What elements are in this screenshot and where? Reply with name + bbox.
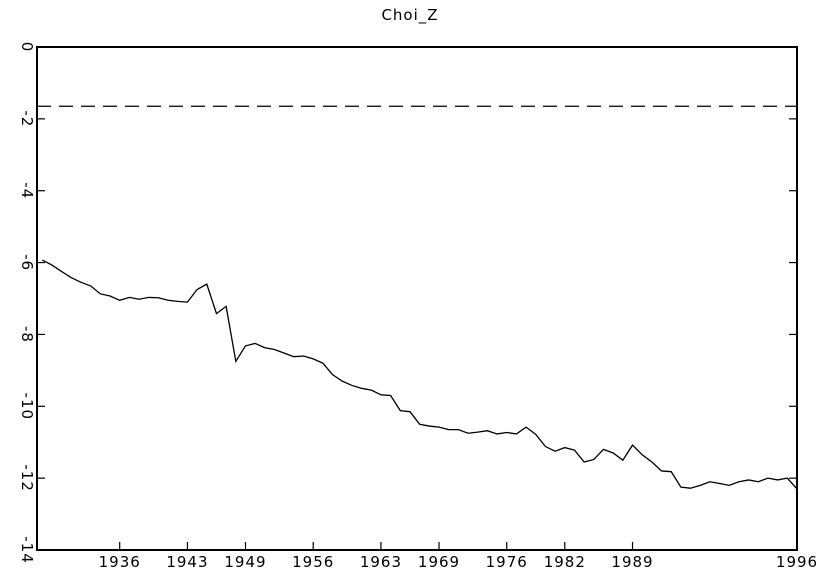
data-line — [42, 259, 798, 490]
x-tick-label: 1982 — [544, 553, 586, 571]
x-tick-label: 1976 — [486, 553, 528, 571]
y-tick-label: -4 — [18, 182, 36, 199]
y-tick-label: -12 — [18, 464, 36, 492]
x-tick-label: 1963 — [360, 553, 402, 571]
x-tick-label: 1943 — [166, 553, 208, 571]
x-tick-label: 1936 — [99, 553, 141, 571]
x-tick-label: 1996 — [776, 553, 818, 571]
y-tick-label: 0 — [18, 42, 36, 53]
x-tick-label: 1969 — [418, 553, 460, 571]
y-tick-label: -6 — [18, 254, 36, 271]
chart-title: Choi_Z — [381, 6, 438, 25]
x-tick-label: 1989 — [611, 553, 653, 571]
x-tick-label: 1956 — [292, 553, 334, 571]
y-tick-label: -2 — [18, 110, 36, 127]
x-tick-label: 1949 — [224, 553, 266, 571]
y-tick-label: -10 — [18, 393, 36, 421]
y-tick-label: -8 — [18, 326, 36, 343]
y-tick-label: -14 — [18, 536, 36, 564]
plot-frame — [36, 46, 798, 551]
